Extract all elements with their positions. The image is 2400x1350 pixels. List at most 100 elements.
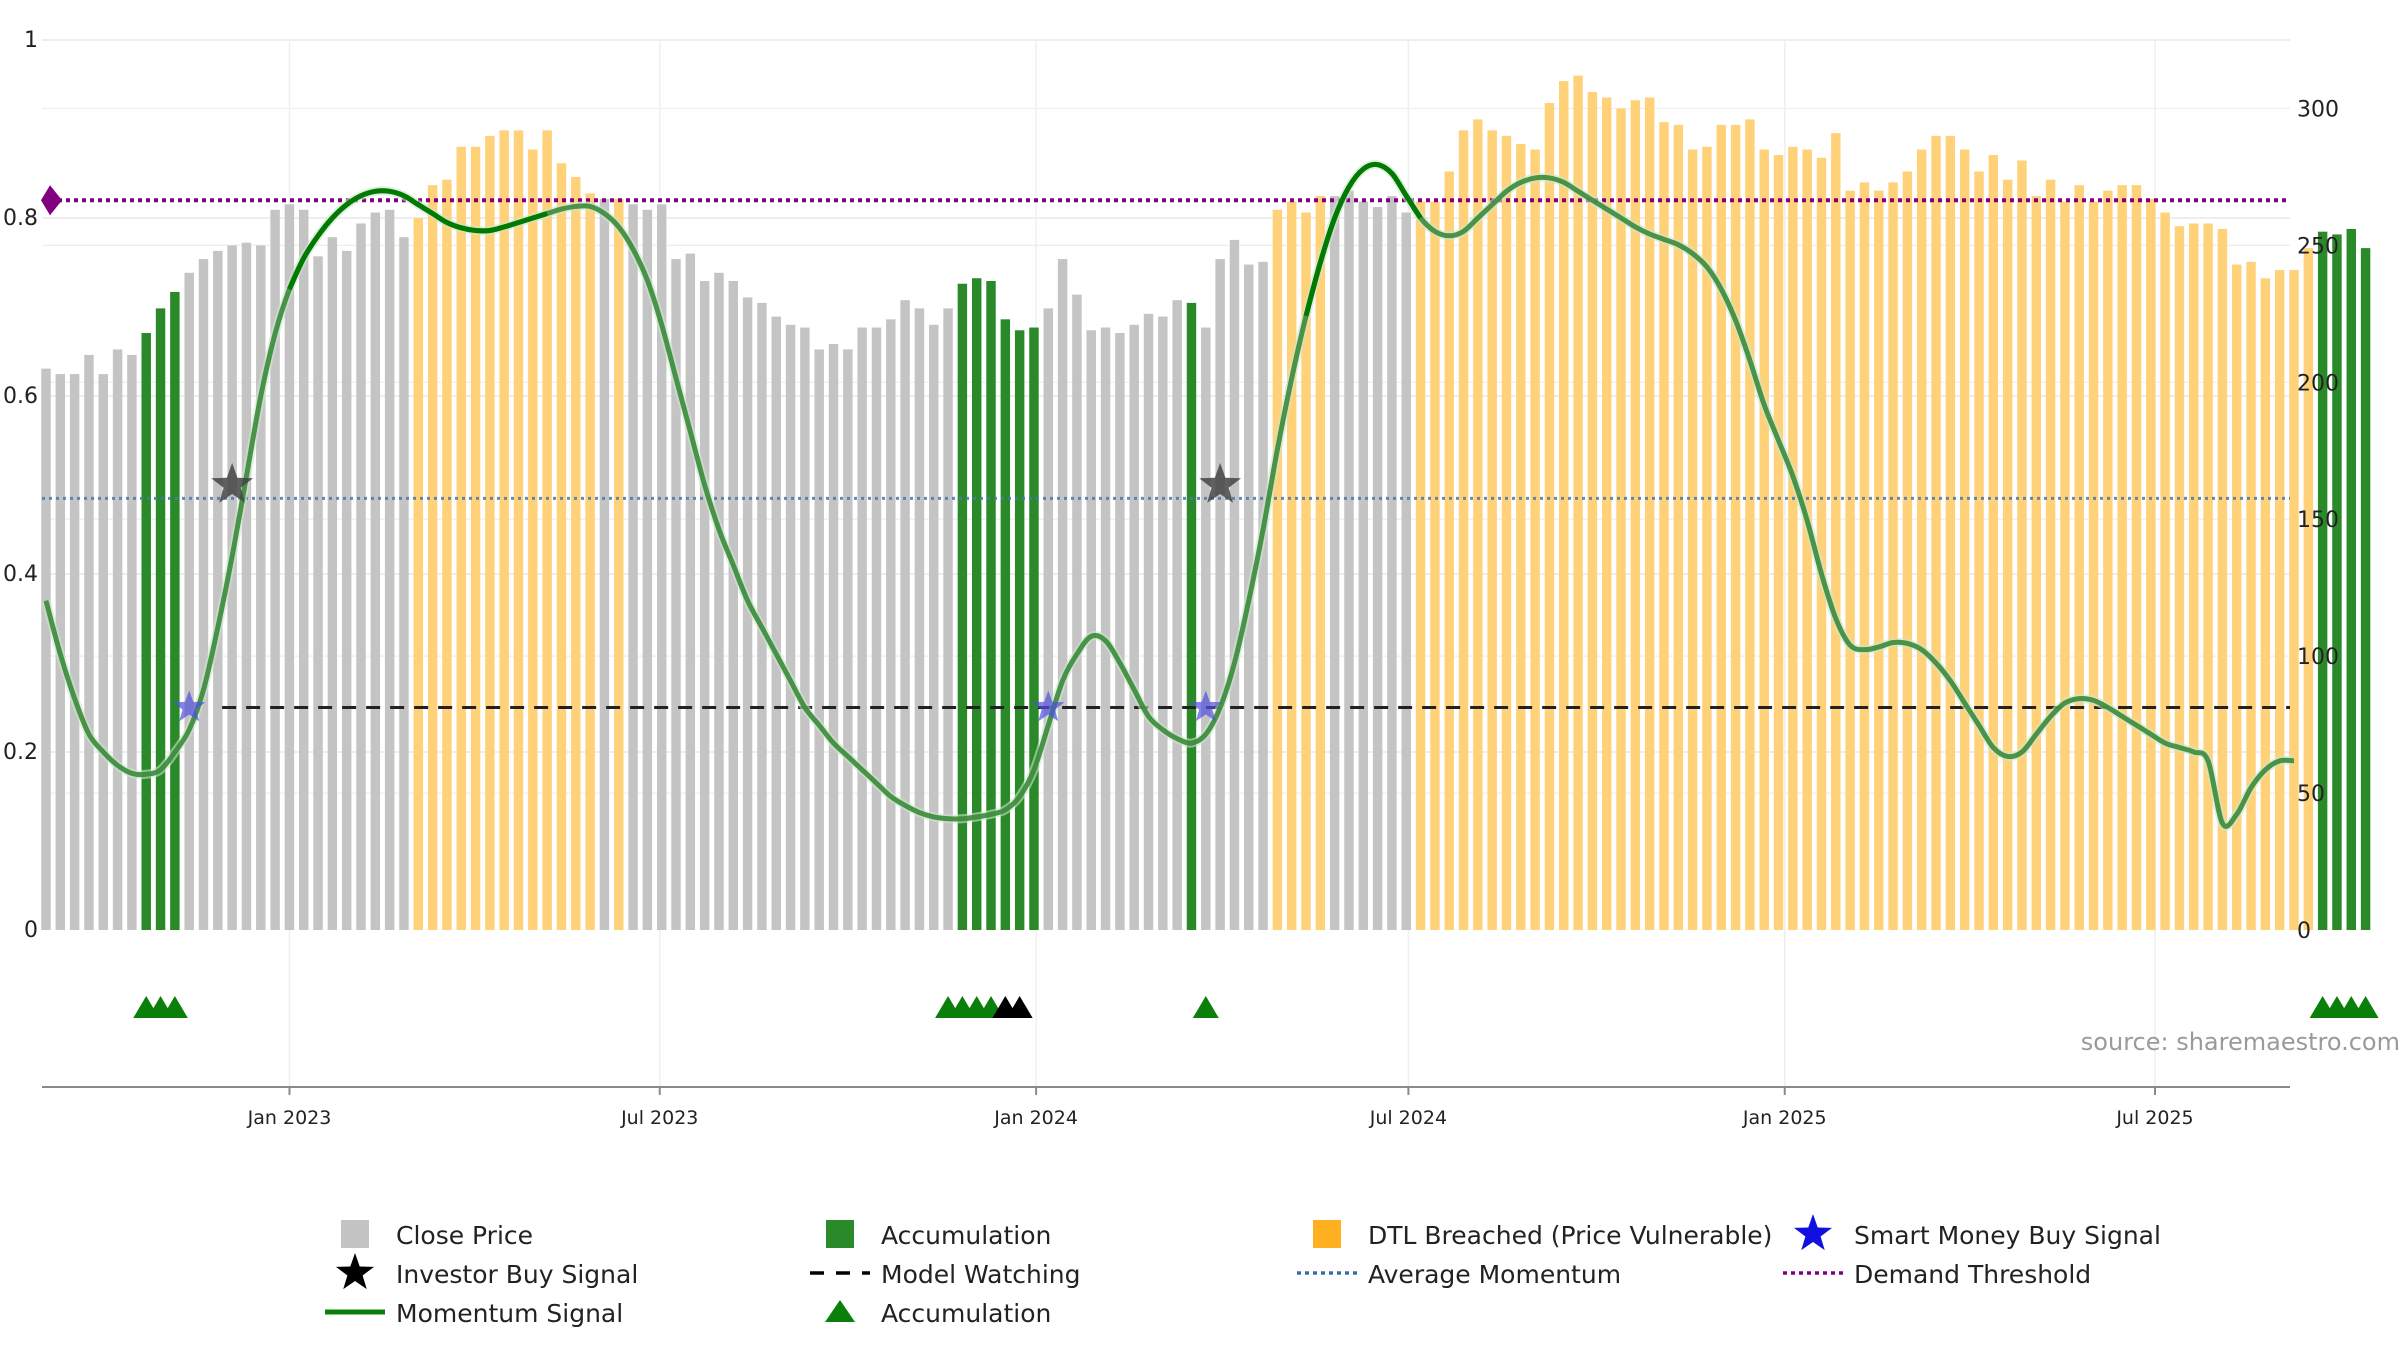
close-price-bar	[728, 280, 739, 930]
dtl-breached-bar	[485, 135, 495, 930]
dtl-breached-bar	[2174, 226, 2185, 930]
dtl-breached-bar	[1430, 201, 1440, 931]
close-price-bar	[313, 256, 323, 930]
close-price-bar	[742, 297, 753, 930]
accumulation-bar	[1186, 302, 1197, 930]
dtl-breached-bar	[585, 193, 595, 930]
accumulation-marker	[2352, 996, 2379, 1018]
close-price-bar	[671, 259, 681, 931]
dtl-breached-bar	[1501, 135, 1512, 930]
legend-label: Model Watching	[881, 1260, 1081, 1289]
close-price-bar	[1072, 294, 1082, 931]
demand-threshold-marker	[41, 185, 62, 216]
legend-label: DTL Breached (Price Vulnerable)	[1368, 1221, 1772, 1250]
close-price-bar	[642, 209, 653, 931]
dtl-breached-bar	[2117, 185, 2127, 931]
dtl-breached-bar	[1788, 146, 1798, 931]
right-axis-tick-label: 250	[2297, 234, 2339, 259]
legend-item: Demand Threshold	[1783, 1260, 2091, 1289]
x-tick-label: Jan 2025	[1742, 1107, 1827, 1129]
accumulation-bar	[2346, 228, 2356, 930]
close-price-bar	[857, 327, 867, 930]
right-axis-tick-label: 300	[2297, 97, 2339, 122]
accumulation-marker	[161, 996, 188, 1018]
close-price-bar	[399, 237, 409, 930]
dtl-breached-bar	[1516, 144, 1526, 931]
dtl-breached-bar	[1945, 135, 1956, 930]
accumulation-bar	[1014, 330, 1025, 930]
close-price-bar	[270, 209, 280, 931]
investor-buy-signal-star	[211, 463, 254, 503]
dtl-breached-bar	[1687, 149, 1698, 931]
legend-item: Investor Buy Signal	[335, 1253, 638, 1290]
x-tick-label: Jan 2024	[993, 1107, 1078, 1129]
close-price-bar	[1358, 201, 1369, 931]
close-price-bar	[1344, 190, 1354, 931]
dtl-breached-bar	[2203, 223, 2213, 930]
legend-blue-star-icon	[1793, 1214, 1833, 1251]
dtl-breached-bar	[513, 130, 524, 930]
accumulation-bar	[2332, 234, 2342, 930]
close-price-bar	[1372, 207, 1383, 931]
close-price-bar	[1057, 259, 1068, 931]
dtl-breached-bar	[1902, 171, 1913, 930]
dtl-breached-bar	[1673, 124, 1684, 930]
dtl-breached-bar	[1874, 190, 1884, 931]
legend-green-triangle-icon	[825, 1300, 855, 1322]
right-axis-tick-label: 100	[2297, 645, 2339, 670]
close-price-bar	[1100, 327, 1111, 930]
price-bars-group	[41, 75, 2371, 931]
momentum-signal-halo	[41, 159, 2295, 831]
dtl-breached-bar	[1587, 92, 1598, 931]
legend-item: Close Price	[341, 1220, 533, 1250]
close-price-bar	[886, 319, 896, 930]
dtl-breached-bar	[1730, 124, 1741, 930]
legend-item: Accumulation	[825, 1299, 1051, 1328]
dtl-breached-bar	[1630, 100, 1641, 930]
dtl-breached-bar	[1286, 201, 1297, 931]
dtl-breached-bar	[2131, 185, 2142, 931]
dtl-breached-bar	[2217, 228, 2228, 930]
legend-item: Model Watching	[810, 1260, 1081, 1289]
right-axis-tick-label: 150	[2297, 508, 2339, 533]
close-price-bar	[84, 354, 94, 930]
legend-item: Smart Money Buy Signal	[1793, 1214, 2161, 1251]
close-price-bar	[599, 198, 610, 931]
accumulation-bar	[986, 280, 996, 930]
close-price-bar	[198, 259, 209, 931]
dtl-breached-bar	[442, 179, 452, 930]
close-price-bar	[943, 308, 953, 930]
legend-label: Accumulation	[881, 1299, 1051, 1328]
close-price-bar	[284, 204, 295, 931]
close-price-bar	[757, 302, 767, 930]
dtl-breached-bar	[1530, 149, 1540, 931]
dtl-breached-bar	[1845, 190, 1855, 931]
dtl-breached-bar	[2289, 270, 2299, 930]
legend-item: Average Momentum	[1297, 1260, 1621, 1289]
accumulation-bar	[1029, 327, 1039, 930]
close-price-bar	[227, 245, 237, 930]
model-signal-marker	[1006, 996, 1033, 1018]
accumulation-bar	[2360, 248, 2371, 931]
dtl-breached-bar	[1988, 155, 1999, 930]
dtl-breached-bar	[1716, 124, 1726, 930]
smart-money-buy-signal-star	[173, 690, 206, 722]
close-price-bar	[714, 272, 724, 930]
dtl-breached-bar	[2103, 190, 2113, 931]
legend-item: Momentum Signal	[325, 1299, 623, 1328]
accumulation-bar	[971, 278, 982, 930]
dtl-breached-bar	[1315, 196, 1326, 931]
dtl-breached-bar	[1831, 133, 1841, 931]
close-price-bar	[112, 349, 123, 930]
accumulation-bar	[170, 291, 180, 930]
smart-money-buy-signal-star	[1032, 690, 1065, 722]
close-price-bar	[1129, 324, 1139, 930]
close-price-bar	[828, 343, 839, 930]
x-tick-label: Jul 2023	[620, 1107, 698, 1129]
dtl-breached-bar	[1272, 209, 1283, 931]
dtl-breached-bar	[1959, 149, 1970, 931]
close-price-bar	[370, 212, 381, 930]
dtl-breached-bar	[1444, 171, 1454, 930]
dtl-breached-bar	[1544, 102, 1555, 930]
dtl-breached-bar	[1301, 212, 1311, 930]
